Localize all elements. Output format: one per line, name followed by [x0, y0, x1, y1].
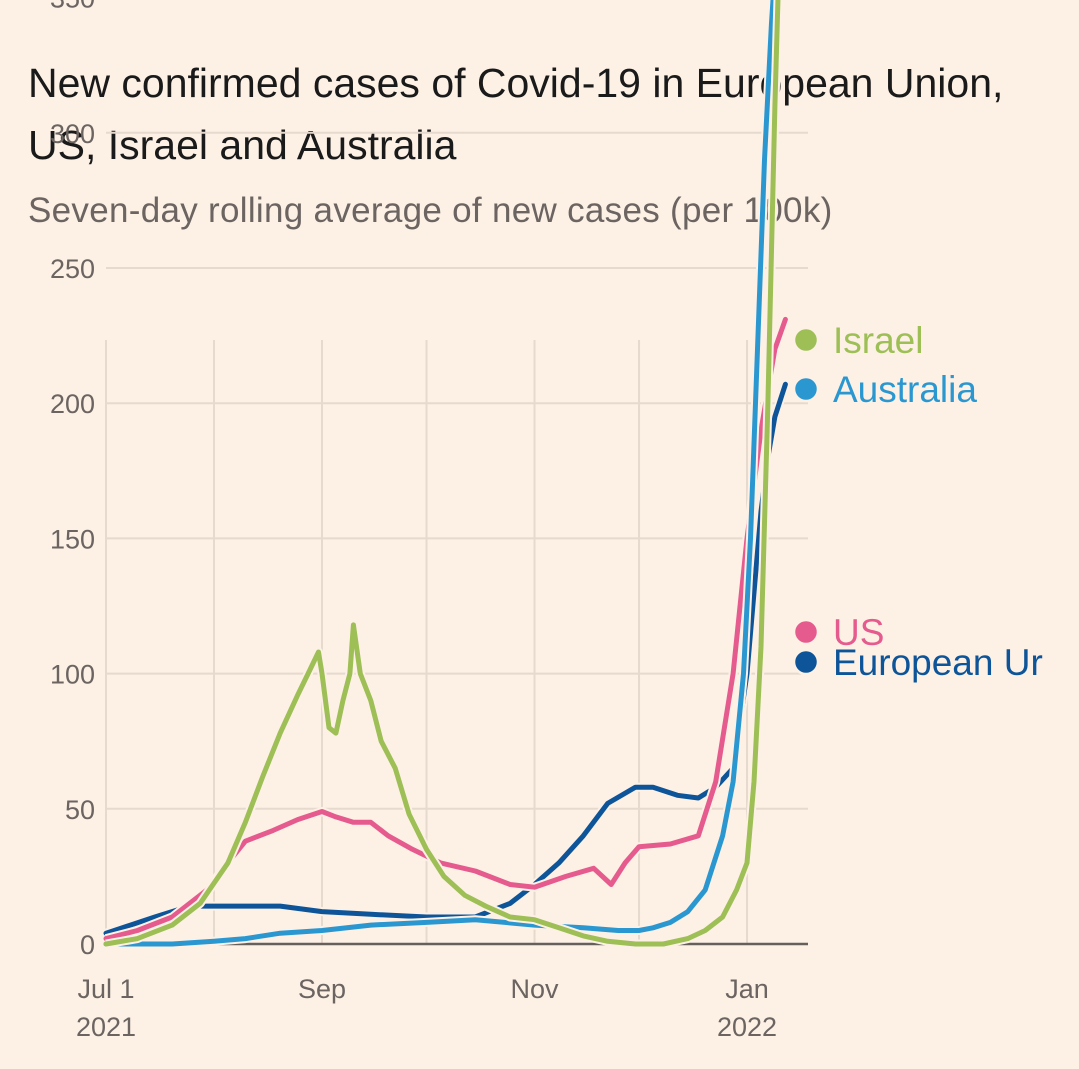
x-tick-label: Sep	[298, 974, 346, 1004]
y-tick-label: 100	[50, 660, 95, 690]
y-axis: 050100150200250300350400	[50, 0, 95, 960]
series-label: Australia	[833, 369, 977, 410]
series-line	[103, 381, 788, 936]
series-end-marker	[792, 375, 820, 403]
x-tick-label: Nov	[511, 974, 560, 1004]
x-tick-year-label: 2021	[76, 1012, 136, 1042]
series-line-halo	[104, 317, 790, 943]
y-tick-label: 200	[50, 389, 95, 419]
series-line	[103, 0, 781, 947]
y-tick-label: 150	[50, 524, 95, 554]
series-line	[103, 0, 776, 947]
series-end-marker	[792, 326, 820, 354]
y-tick-label: 50	[65, 795, 95, 825]
gridlines	[105, 131, 808, 946]
x-tick-label: Jul 1	[77, 974, 134, 1004]
series-label: Israel	[833, 320, 923, 361]
y-tick-label: 0	[80, 930, 95, 960]
chart-title: New confirmed cases of Covid-19 in Europ…	[28, 60, 1004, 168]
series-label: US	[833, 612, 884, 653]
series-line-halo	[104, 382, 790, 938]
series-label: European Ur	[833, 642, 1043, 683]
y-tick-label: 300	[50, 119, 95, 149]
chart-subtitle: Seven-day rolling average of new cases (…	[28, 191, 833, 230]
x-tick-label: Jan	[725, 974, 769, 1004]
series-lines	[103, 0, 790, 949]
y-tick-label: 350	[50, 0, 95, 14]
x-tick-year-label: 2022	[717, 1012, 777, 1042]
series-line	[103, 316, 788, 942]
series-end-marker	[792, 648, 820, 676]
y-tick-label: 250	[50, 254, 95, 284]
series-line-halo	[105, 0, 783, 949]
x-axis: Jul 1 2021 Sep Nov Jan 2022	[76, 974, 777, 1042]
series-line-halo	[106, 0, 778, 949]
series-end-marker	[792, 618, 820, 646]
